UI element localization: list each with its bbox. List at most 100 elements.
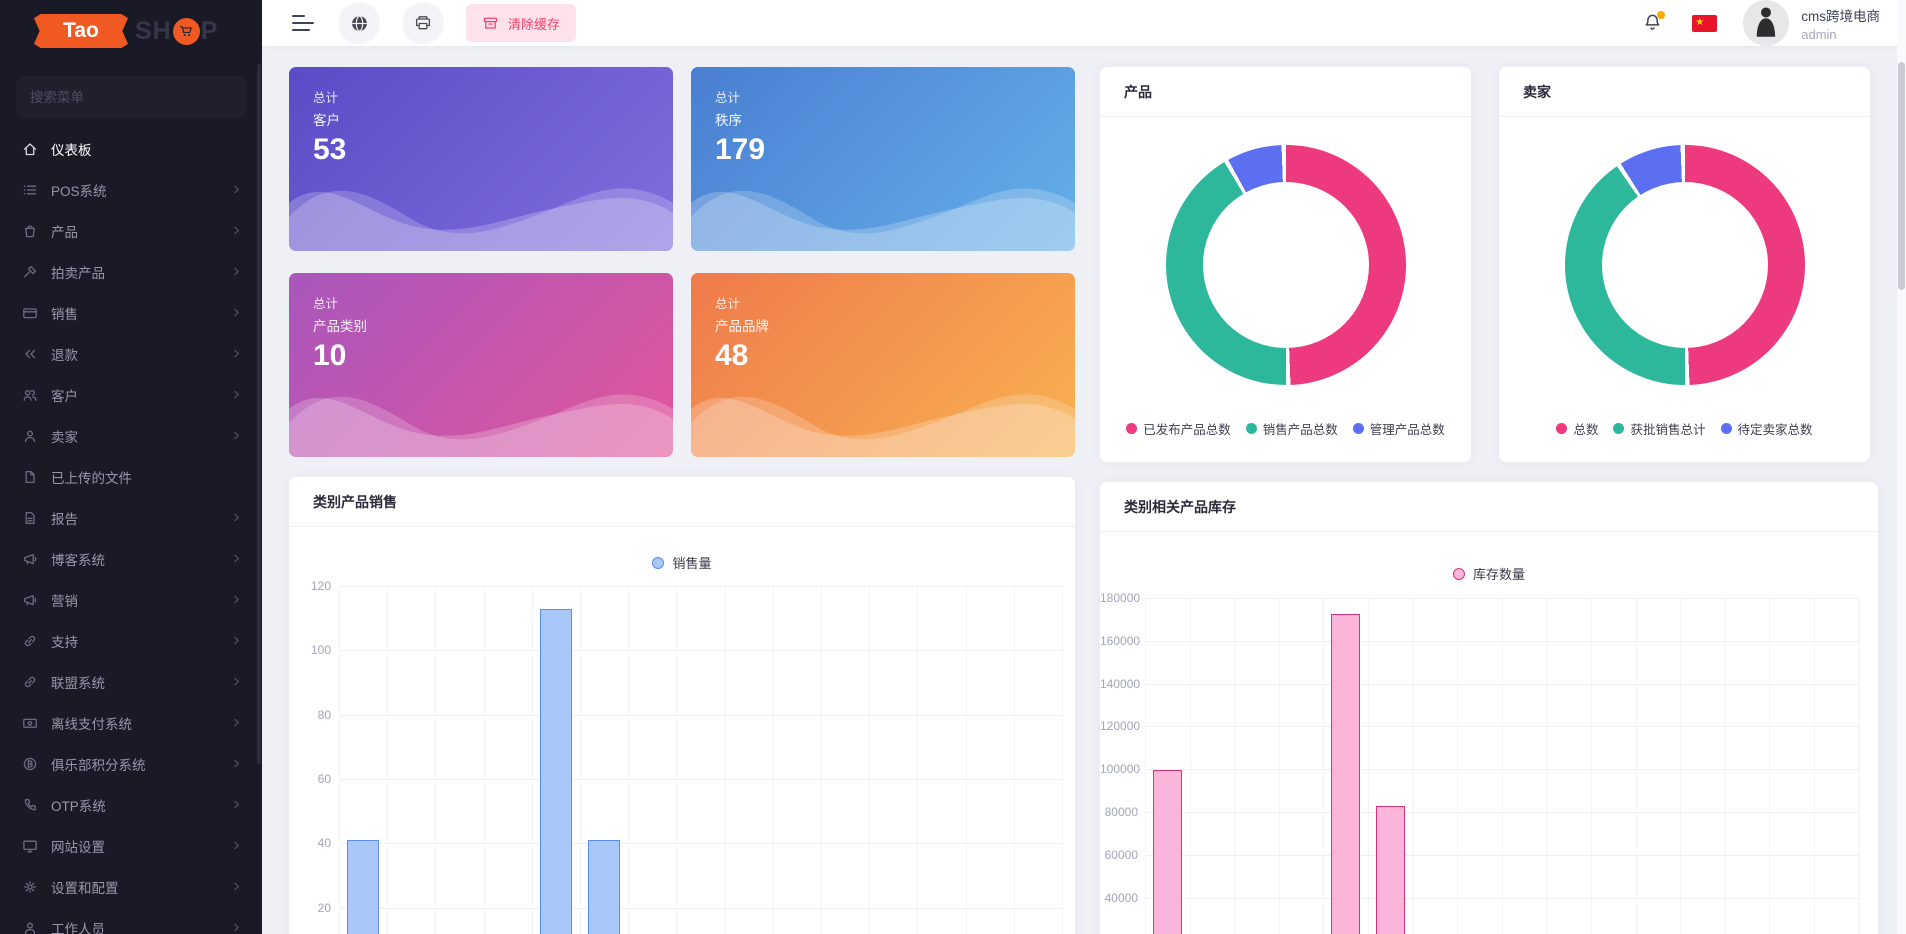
brand-ribbon: Tao xyxy=(34,14,128,48)
legend-label: 管理产品总数 xyxy=(1369,423,1445,437)
legend-item[interactable]: 管理产品总数 xyxy=(1352,419,1445,438)
stat-grid: 总计 客户 53 总计 秩序 179 总计 产品类别 10 总计 产品品牌 48 xyxy=(289,67,1075,457)
gridline xyxy=(869,586,871,934)
bell-icon xyxy=(1641,13,1664,33)
notifications-button[interactable] xyxy=(1641,11,1666,33)
brand-logo[interactable]: Tao SH P xyxy=(0,0,262,62)
chevron-right-icon xyxy=(231,758,242,769)
chart-legend[interactable]: 库存数量 xyxy=(1100,564,1878,583)
gridline xyxy=(387,586,389,934)
sidebar-item-reports[interactable]: 报告 xyxy=(0,497,262,538)
print-button[interactable] xyxy=(402,2,444,44)
chart-title: 卖家 xyxy=(1499,67,1870,117)
sidebar-item-home[interactable]: 仪表板 xyxy=(0,128,262,169)
sidebar-item-staff[interactable]: 工作人员 xyxy=(0,907,262,934)
legend-item[interactable]: 已发布产品总数 xyxy=(1126,419,1231,438)
sidebar-item-label: OTP系统 xyxy=(51,798,106,814)
sidebar-scrollbar-thumb[interactable] xyxy=(257,64,261,764)
sidebar-item-affiliate[interactable]: 联盟系统 xyxy=(0,661,262,702)
sidebar-item-offline-payment[interactable]: 离线支付系统 xyxy=(0,702,262,743)
sidebar-item-settings[interactable]: 设置和配置 xyxy=(0,866,262,907)
stat-label: 产品类别 xyxy=(313,319,367,334)
stat-prefix: 总计 xyxy=(715,297,741,311)
legend-label: 获批销售总计 xyxy=(1630,423,1706,437)
sidebar-item-label: 拍卖产品 xyxy=(51,265,105,281)
notification-badge-dot xyxy=(1657,11,1666,19)
sellers-icon xyxy=(22,428,38,444)
gridline xyxy=(965,586,967,934)
gridline xyxy=(917,586,919,934)
donut-hole xyxy=(1202,182,1369,348)
support-icon xyxy=(22,633,38,649)
stat-label: 秩序 xyxy=(715,113,742,128)
chart-title: 类别相关产品库存 xyxy=(1100,482,1878,532)
legend-item[interactable]: 待定卖家总数 xyxy=(1720,419,1813,438)
y-axis-tick-label: 180000 xyxy=(1100,591,1141,605)
stat-prefix: 总计 xyxy=(715,91,741,105)
sidebar-item-support[interactable]: 支持 xyxy=(0,620,262,661)
chevron-right-icon xyxy=(231,266,242,277)
user-menu[interactable]: cms跨境电商 admin xyxy=(1801,5,1880,42)
language-globe-button[interactable] xyxy=(338,2,380,44)
stat-value: 10 xyxy=(313,339,347,372)
chevron-right-icon xyxy=(231,840,242,851)
sidebar-item-auction[interactable]: 拍卖产品 xyxy=(0,251,262,292)
sidebar-item-customers[interactable]: 客户 xyxy=(0,374,262,415)
sellers-donut-card: 卖家 总数 获批销售总计 待定卖家总数 xyxy=(1499,67,1870,462)
sidebar-item-sellers[interactable]: 卖家 xyxy=(0,415,262,456)
chart-legend[interactable]: 销售量 xyxy=(289,553,1075,572)
sidebar-toggle-button[interactable] xyxy=(292,14,316,32)
gridline xyxy=(1457,598,1459,934)
legend-label: 已发布产品总数 xyxy=(1143,423,1231,437)
legend-item[interactable]: 获批销售总计 xyxy=(1613,419,1706,438)
clear-cache-label: 清除缓存 xyxy=(508,16,561,32)
legend-dot xyxy=(1352,423,1364,434)
gridline xyxy=(676,586,678,934)
page-scrollbar-thumb[interactable] xyxy=(1898,62,1905,290)
sidebar-item-refund[interactable]: 退款 xyxy=(0,333,262,374)
gridline xyxy=(1635,598,1637,934)
y-axis-tick-label: 80 xyxy=(317,707,331,722)
sidebar-item-label: 支持 xyxy=(51,634,78,650)
reports-icon xyxy=(22,510,38,526)
legend-item[interactable]: 总数 xyxy=(1556,419,1598,438)
sidebar-item-uploaded-files[interactable]: 已上传的文件 xyxy=(0,456,262,497)
sidebar-item-marketing[interactable]: 营销 xyxy=(0,579,262,620)
sidebar-item-sales[interactable]: 销售 xyxy=(0,292,262,333)
user-avatar[interactable] xyxy=(1743,0,1790,46)
chevron-right-icon xyxy=(231,676,242,687)
stat-prefix: 总计 xyxy=(313,297,339,311)
flag-star-icon: ★ xyxy=(1695,16,1705,28)
sidebar-item-pos[interactable]: POS系统 xyxy=(0,169,262,210)
stat-card-2: 总计秩序 179 xyxy=(691,67,1075,251)
sidebar: Tao SH P 仪表板 POS系统产品拍卖产品销售退款客户卖家已上传的文件报告博… xyxy=(0,0,262,934)
y-axis-tick-label: 20 xyxy=(317,900,331,915)
chevron-right-icon xyxy=(231,225,242,236)
stat-label: 客户 xyxy=(313,113,340,128)
auction-icon xyxy=(22,264,38,280)
legend-dot xyxy=(1126,423,1138,434)
sidebar-item-club-points[interactable]: 俱乐部积分系统 xyxy=(0,743,262,784)
sidebar-item-blog[interactable]: 博客系统 xyxy=(0,538,262,579)
chevron-right-icon xyxy=(231,512,242,523)
sidebar-item-label: 俱乐部积分系统 xyxy=(51,757,146,773)
legend-item[interactable]: 销售产品总数 xyxy=(1245,419,1338,438)
stat-card-3: 总计产品类别 10 xyxy=(289,273,673,457)
sidebar-item-otp[interactable]: OTP系统 xyxy=(0,784,262,825)
sidebar-item-product[interactable]: 产品 xyxy=(0,210,262,251)
sidebar-item-website-settings[interactable]: 网站设置 xyxy=(0,825,262,866)
clear-cache-button[interactable]: 清除缓存 xyxy=(466,4,577,42)
staff-icon xyxy=(22,920,38,934)
y-axis-tick-label: 120000 xyxy=(1100,719,1141,734)
legend-marker xyxy=(1452,567,1465,580)
blog-icon xyxy=(22,551,38,567)
page-scrollbar[interactable] xyxy=(1897,0,1906,934)
y-axis-tick-label: 100 xyxy=(310,643,331,658)
sidebar-item-label: 网站设置 xyxy=(51,839,105,855)
gridline xyxy=(1501,598,1503,934)
language-flag-china[interactable]: ★ xyxy=(1692,14,1718,32)
chevron-right-icon xyxy=(231,922,242,933)
menu-search-input[interactable] xyxy=(16,76,246,118)
stat-value: 179 xyxy=(715,133,766,166)
sidebar-item-label: 报告 xyxy=(51,511,78,527)
